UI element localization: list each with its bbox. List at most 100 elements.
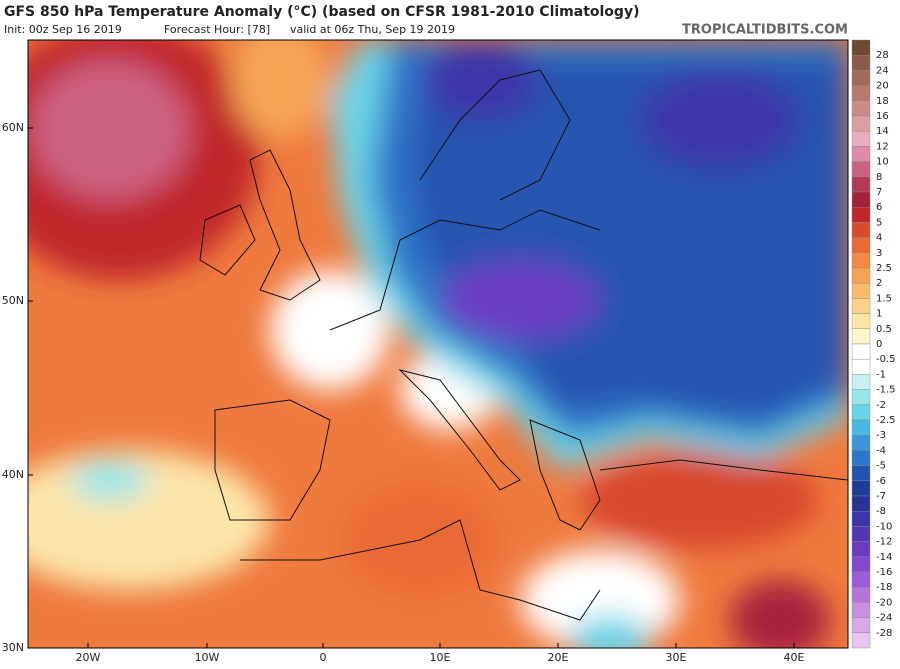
colorbar-label: 0 (876, 339, 882, 350)
colorbar-label: 1.5 (876, 293, 892, 304)
valid-time: valid at 06z Thu, Sep 19 2019 (290, 23, 455, 36)
colorbar-label: -12 (876, 537, 892, 548)
lon-label: 0 (320, 651, 327, 664)
colorbar-swatch (851, 465, 871, 482)
colorbar-label: -14 (876, 552, 892, 563)
colorbar-label: 14 (876, 126, 889, 137)
colorbar-swatch (851, 374, 871, 390)
colorbar-label: 12 (876, 141, 889, 152)
colorbar-swatch (851, 571, 871, 588)
colorbar-swatch (851, 511, 871, 527)
colorbar-label: 3 (876, 248, 882, 259)
colorbar-label: -1 (876, 369, 886, 380)
colorbar-swatch (851, 632, 871, 649)
lon-label: 20E (548, 651, 569, 664)
colorbar-swatch (851, 222, 871, 238)
coastlines (199, 69, 848, 621)
colorbar: 28 24 20 18 16 14 12 10 8 7 6 5 4 3 2.5 2 1.5 1 0.5 0 -0.5 -1… (851, 39, 896, 649)
colorbar-label: -10 (876, 521, 892, 532)
colorbar-swatch (851, 602, 871, 618)
init-time: Init: 00z Sep 16 2019 (4, 23, 122, 36)
colorbar-label: 2 (876, 278, 882, 289)
colorbar-swatch (851, 541, 871, 557)
colorbar-label: -1.5 (876, 385, 896, 396)
colorbar-label: 16 (876, 111, 889, 122)
colorbar-label: -5 (876, 461, 886, 472)
colorbar-label: -16 (876, 567, 892, 578)
colorbar-swatch (851, 617, 871, 633)
colorbar-label: -8 (876, 506, 886, 517)
colorbar-swatch (851, 359, 871, 375)
colorbar-label: 20 (876, 81, 889, 92)
colorbar-swatch (851, 450, 871, 466)
colorbar-swatch (851, 267, 871, 284)
lat-label: 50N (2, 294, 24, 307)
colorbar-label: 24 (876, 65, 889, 76)
colorbar-swatch (851, 161, 871, 178)
colorbar-label: 8 (876, 172, 882, 183)
colorbar-swatch (851, 39, 871, 56)
colorbar-label: -2 (876, 400, 886, 411)
colorbar-label: 10 (876, 157, 889, 168)
colorbar-label: -4 (876, 445, 886, 456)
colorbar-swatch (851, 419, 871, 436)
colorbar-swatch (851, 146, 871, 162)
colorbar-label: 2.5 (876, 263, 892, 274)
colorbar-swatch (851, 55, 871, 71)
colorbar-label: 28 (876, 50, 889, 61)
lat-label: 30N (2, 641, 24, 654)
colorbar-swatch (851, 556, 871, 573)
colorbar-label: 6 (876, 202, 882, 213)
colorbar-label: -0.5 (876, 354, 896, 365)
colorbar-swatch (851, 389, 871, 406)
colorbar-swatch (851, 130, 871, 147)
lat-label: 60N (2, 121, 24, 134)
colorbar-label: 0.5 (876, 324, 892, 335)
lon-label: 10W (195, 651, 220, 664)
colorbar-swatch (851, 283, 871, 299)
lon-label: 20W (76, 651, 101, 664)
colorbar-swatch (851, 480, 871, 497)
colorbar-swatch (851, 313, 871, 330)
forecast-hour: Forecast Hour: [78] (164, 23, 270, 36)
colorbar-swatch (851, 100, 871, 117)
colorbar-swatch (851, 343, 871, 360)
colorbar-swatch (851, 191, 871, 208)
colorbar-swatch (851, 176, 871, 193)
colorbar-label: -20 (876, 597, 892, 608)
colorbar-label: -28 (876, 628, 892, 639)
colorbar-swatch (851, 206, 871, 223)
colorbar-swatch (851, 526, 871, 542)
colorbar-swatch (851, 328, 871, 345)
colorbar-swatch (851, 495, 871, 512)
colorbar-label: 5 (876, 217, 882, 228)
title: GFS 850 hPa Temperature Anomaly (°C) (ba… (4, 4, 639, 20)
colorbar-label: -3 (876, 430, 886, 441)
colorbar-swatch (851, 85, 871, 101)
anomaly-field (28, 40, 848, 648)
lon-label: 30E (666, 651, 687, 664)
colorbar-swatch (851, 404, 871, 421)
source: TROPICALTIDBITS.COM (682, 23, 848, 38)
colorbar-label: 4 (876, 233, 882, 244)
colorbar-label: -2.5 (876, 415, 896, 426)
colorbar-swatch (851, 237, 871, 254)
colorbar-label: 7 (876, 187, 882, 198)
colorbar-swatch (851, 587, 871, 603)
colorbar-label: 18 (876, 96, 889, 107)
colorbar-label: 1 (876, 309, 882, 320)
lat-label: 40N (2, 468, 24, 481)
colorbar-swatch (851, 298, 871, 314)
colorbar-swatch (851, 115, 871, 132)
colorbar-swatch (851, 252, 871, 269)
colorbar-label: -7 (876, 491, 886, 502)
colorbar-label: -18 (876, 582, 892, 593)
lon-label: 10E (430, 651, 451, 664)
colorbar-label: -24 (876, 613, 892, 624)
colorbar-label: -6 (876, 476, 886, 487)
map-frame (27, 39, 849, 649)
colorbar-swatch (851, 70, 871, 86)
colorbar-swatch (851, 435, 871, 451)
